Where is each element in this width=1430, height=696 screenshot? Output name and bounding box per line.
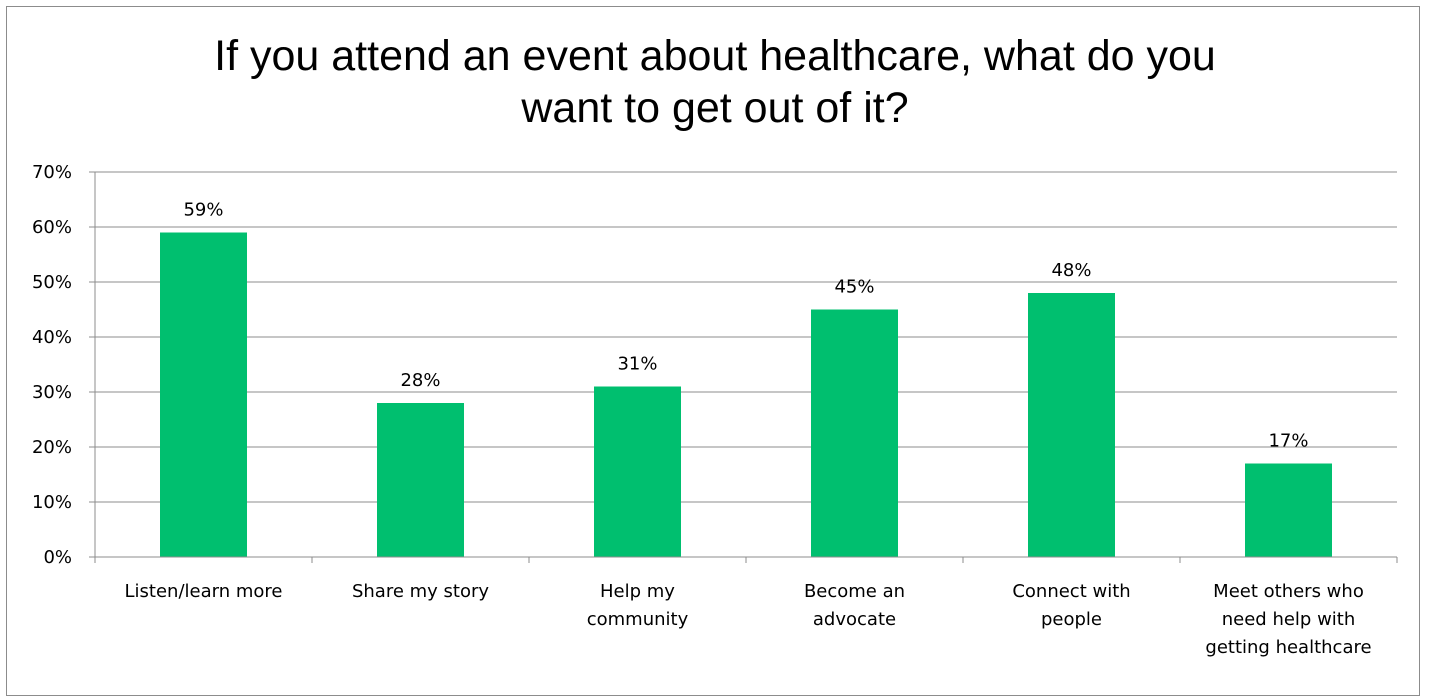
x-tick-label-line: Help my [600,581,675,602]
bar [377,403,464,557]
x-tick-label: Help my community [587,581,689,630]
x-tick-label-line: people [1041,609,1102,630]
x-tick-label-line: getting healthcare [1205,637,1371,658]
bar [594,386,681,557]
data-label: 59% [183,200,223,221]
x-tick-label-line: Become an [804,581,905,602]
x-tick-label-line: Share my story [352,581,489,602]
bar [160,232,247,557]
y-tick-label: 50% [32,272,72,293]
data-label: 31% [617,354,657,375]
y-tick-label: 60% [32,217,72,238]
x-tick-label: Share my story [352,581,489,602]
x-tick-label-line: advocate [813,609,896,630]
bar [811,309,898,557]
data-label: 48% [1051,260,1091,281]
y-tick-label: 30% [32,382,72,403]
x-tick-labels: Listen/learn more Share my story Help my co… [125,581,1372,658]
x-tick-label-line: Listen/learn more [125,581,283,602]
chart-title-line-2: want to get out of it? [521,84,909,132]
x-tick-label-line: Connect with [1012,581,1130,602]
data-label: 45% [834,277,874,298]
y-tick-labels: 0% 10% 20% 30% 40% 50% 60% 70% [32,162,72,568]
x-tick-label-line: community [587,609,689,630]
bar [1028,293,1115,557]
y-tick-label: 10% [32,492,72,513]
data-labels: 59% 28% 31% 45% 48% 17% [183,200,1308,452]
x-tick-label-line: Meet others who [1213,581,1364,602]
gridlines [95,171,1397,503]
x-tick-label: Listen/learn more [125,581,283,602]
x-tick-label: Become an advocate [804,581,905,630]
x-tick-label: Connect with people [1012,581,1130,630]
x-tick-label: Meet others who need help with getting hea… [1205,581,1371,658]
y-tick-label: 40% [32,327,72,348]
axes [89,171,1398,563]
y-tick-label: 20% [32,437,72,458]
data-label: 28% [400,370,440,391]
x-tick-label-line: need help with [1222,609,1356,630]
data-label: 17% [1268,431,1308,452]
y-tick-label: 0% [43,547,72,568]
bar [1245,463,1332,557]
y-tick-label: 70% [32,162,72,183]
bars [160,232,1332,557]
chart-title: If you attend an event about healthcare,… [0,30,1430,134]
chart-title-line-1: If you attend an event about healthcare,… [214,32,1216,80]
